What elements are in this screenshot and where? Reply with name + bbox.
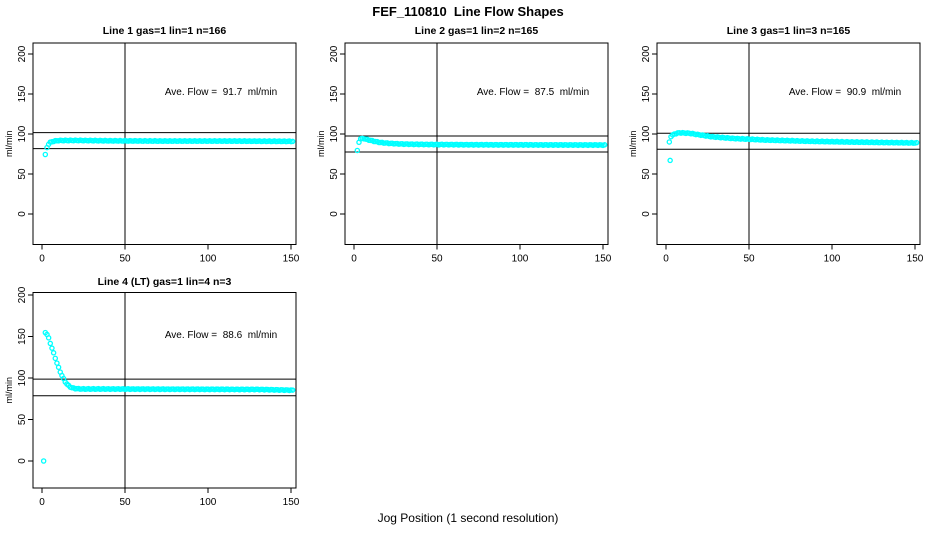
- outlier-point: [40, 458, 47, 464]
- ave-flow-annotation-line-2: Ave. Flow = 87.5 ml/min: [476, 87, 590, 98]
- y-axis-label: ml/min: [316, 131, 326, 158]
- y-tick-label: 0: [329, 211, 340, 217]
- y-tick-label: 150: [17, 85, 28, 102]
- x-tick-label: 150: [907, 254, 924, 265]
- x-tick-label: 50: [743, 254, 755, 265]
- panel-line-4: 0 50 100 150 0 50 100 150 200 ml/min Line 4 (LT) …: [0, 270, 312, 540]
- x-tick-label: 50: [119, 497, 131, 508]
- x-tick-label: 150: [283, 254, 300, 265]
- panel-line-1: 0 50 100 150 0 50 100 150 200 ml/min Line 1 gas=1…: [0, 0, 312, 270]
- x-tick-label: 100: [200, 497, 217, 508]
- plot-box: [32, 292, 297, 489]
- x-tick-label: 0: [39, 254, 45, 265]
- panel-title-line-2: Line 2 gas=1 lin=2 n=165: [414, 25, 539, 37]
- y-tick-label: 50: [17, 168, 28, 180]
- panel-title-line-4: Line 4 (LT) gas=1 lin=4 n=3: [97, 276, 232, 288]
- plot-area-line-1: 0 50 100 150 0 50 100 150 200 ml/min: [4, 42, 300, 265]
- y-tick-label: 200: [17, 286, 28, 303]
- y-tick-label: 200: [17, 45, 28, 62]
- plot-box: [344, 42, 609, 245]
- x-tick-label: 150: [283, 497, 300, 508]
- x-tick-label: 150: [595, 254, 612, 265]
- y-tick-label: 100: [17, 125, 28, 142]
- x-tick-label: 100: [200, 254, 217, 265]
- y-tick-label: 50: [329, 168, 340, 180]
- ave-flow-annotation-line-4: Ave. Flow = 88.6 ml/min: [164, 330, 278, 341]
- y-tick-label: 100: [641, 125, 652, 142]
- plot-area-line-4: 0 50 100 150 0 50 100 150 200 ml/min: [4, 286, 300, 508]
- y-tick-label: 200: [329, 45, 340, 62]
- y-tick-label: 0: [17, 211, 28, 217]
- main-title: FEF_110810 Line Flow Shapes: [372, 4, 564, 19]
- x-tick-label: 50: [119, 254, 131, 265]
- data-points: [354, 135, 608, 154]
- y-tick-label: 0: [641, 211, 652, 217]
- plot-area-line-3: 0 50 100 150 0 50 100 150 200 ml/min: [628, 42, 924, 265]
- y-tick-label: 150: [17, 328, 28, 345]
- y-tick-label: 0: [17, 458, 28, 464]
- x-axis-title: Jog Position (1 second resolution): [377, 511, 559, 525]
- panel-title-line-3: Line 3 gas=1 lin=3 n=165: [726, 25, 851, 37]
- data-points: [40, 329, 296, 464]
- y-axis-label: ml/min: [4, 377, 14, 404]
- y-tick-label: 100: [17, 369, 28, 386]
- outlier-point: [667, 157, 673, 164]
- ave-flow-annotation-line-3: Ave. Flow = 90.9 ml/min: [788, 87, 902, 98]
- x-tick-label: 100: [824, 254, 841, 265]
- x-tick-label: 0: [351, 254, 357, 265]
- y-tick-label: 50: [641, 168, 652, 180]
- y-axis-label: ml/min: [4, 131, 14, 158]
- data-points: [666, 129, 920, 164]
- x-tick-label: 50: [431, 254, 443, 265]
- data-points: [42, 137, 296, 158]
- panel-title-line-1: Line 1 gas=1 lin=1 n=166: [102, 25, 227, 37]
- y-tick-label: 150: [329, 85, 340, 102]
- y-axis-label: ml/min: [628, 131, 638, 158]
- plot-area-line-2: 0 50 100 150 0 50 100 150 200 ml/min: [316, 42, 612, 265]
- y-tick-label: 200: [641, 45, 652, 62]
- x-tick-label: 0: [663, 254, 669, 265]
- plot-box: [656, 42, 921, 245]
- y-tick-label: 150: [641, 85, 652, 102]
- y-tick-label: 50: [17, 414, 28, 426]
- y-tick-label: 100: [329, 125, 340, 142]
- x-tick-label: 0: [39, 497, 45, 508]
- x-tick-label: 100: [512, 254, 529, 265]
- panel-line-3: 0 50 100 150 0 50 100 150 200 ml/min Line 3 gas=1…: [624, 0, 936, 270]
- ave-flow-annotation-line-1: Ave. Flow = 91.7 ml/min: [164, 87, 278, 98]
- plot-box: [32, 42, 297, 245]
- panel-line-2: 0 50 100 150 0 50 100 150 200 ml/min Line 2 gas=1…: [312, 0, 624, 270]
